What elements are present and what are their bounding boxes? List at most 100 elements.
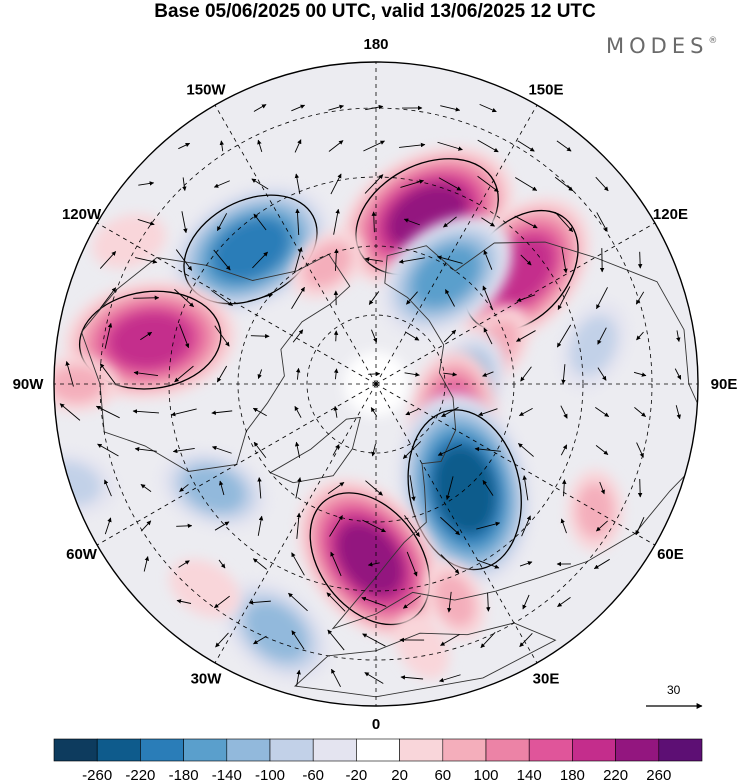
wind-arrow xyxy=(296,669,301,686)
wind-arrow xyxy=(182,177,187,192)
colorbar-swatch xyxy=(183,738,228,762)
wind-arrow xyxy=(406,551,418,577)
wind-arrow xyxy=(633,371,647,377)
wind-arrow xyxy=(104,479,112,497)
wind-arrow xyxy=(676,330,681,343)
wind-arrow xyxy=(556,140,572,152)
wind-arrow xyxy=(675,405,681,420)
colorbar-tick-label: 220 xyxy=(603,767,628,783)
colorbar-swatch xyxy=(269,738,314,762)
wind-reference-vector: 30 xyxy=(646,683,703,709)
longitude-label: 60W xyxy=(66,546,98,563)
wind-arrow xyxy=(595,176,609,192)
wind-arrow xyxy=(172,448,195,454)
wind-arrow xyxy=(439,674,461,683)
wind-arrow xyxy=(252,251,268,269)
wind-arrow xyxy=(443,372,458,377)
wind-arrow xyxy=(437,141,463,151)
brand-text: MODES xyxy=(606,34,709,58)
wind-arrow xyxy=(334,248,339,271)
wind-arrow xyxy=(404,515,420,537)
wind-arrow xyxy=(635,291,645,305)
wind-arrow xyxy=(257,515,264,536)
wind-arrow xyxy=(137,219,155,226)
wind-arrow xyxy=(593,558,610,570)
colorbar-tick-label: -60 xyxy=(302,767,324,783)
wind-arrow xyxy=(440,105,461,112)
wind-arrow xyxy=(140,484,152,492)
colorbar: -260 -220 -180 -140 -100 -60 -20 20 60 100 140 180 2… xyxy=(53,738,703,783)
wind-arrow xyxy=(596,287,608,310)
wind-arrow xyxy=(363,140,385,152)
wind-arrow xyxy=(295,477,302,499)
wind-arrow xyxy=(294,139,302,153)
wind-arrow xyxy=(476,559,500,569)
wind-arrow xyxy=(476,521,501,530)
colorbar-tick-label: -20 xyxy=(346,767,368,783)
wind-arrow xyxy=(133,370,159,377)
wind-arrow xyxy=(519,561,533,567)
wind-arrow xyxy=(370,407,378,417)
wind-arrow xyxy=(404,331,420,341)
wind-arrow xyxy=(178,142,191,150)
wind-arrow xyxy=(400,179,424,188)
wind-arrow xyxy=(597,367,607,381)
wind-arrow xyxy=(398,257,425,264)
colorbar-tick-label: 60 xyxy=(434,767,451,783)
colorbar-tick-label: -100 xyxy=(255,767,285,783)
coastline xyxy=(331,241,698,630)
wind-arrow xyxy=(479,103,497,113)
wind-arrow xyxy=(104,322,113,349)
wind-arrow xyxy=(636,331,644,341)
longitude-label: 120E xyxy=(653,206,688,223)
wind-arrow xyxy=(521,515,531,537)
wind-arrow xyxy=(522,475,529,501)
wind-arrow xyxy=(445,289,455,307)
wind-arrow xyxy=(447,591,452,613)
wind-arrow xyxy=(516,294,536,302)
wind-arrow xyxy=(402,595,421,609)
contour-line xyxy=(407,409,522,571)
wind-arrow xyxy=(404,372,420,377)
wind-arrow xyxy=(333,368,339,380)
wind-arrow xyxy=(599,481,605,495)
anomaly-center xyxy=(92,214,166,269)
wind-arrow xyxy=(560,518,567,534)
wind-arrow xyxy=(520,254,532,266)
wind-arrow xyxy=(176,523,193,529)
wind-arrow xyxy=(329,515,343,537)
wind-arrow xyxy=(59,403,81,421)
wind-arrow xyxy=(140,520,152,532)
wind-arrow xyxy=(296,512,302,539)
wind-arrow xyxy=(99,363,117,385)
meridian-line xyxy=(375,104,538,385)
anomaly-center xyxy=(291,230,364,299)
contour-line xyxy=(183,194,318,305)
wind-arrow xyxy=(257,477,262,499)
wind-arrow xyxy=(291,552,305,576)
wind-arrow xyxy=(674,368,682,380)
wind-arrow xyxy=(443,216,457,228)
wind-arrow xyxy=(399,142,426,148)
wind-arrow xyxy=(403,218,420,226)
wind-arrow xyxy=(560,405,568,419)
wind-arrow xyxy=(331,668,341,688)
colorbar-tick-label: 260 xyxy=(646,767,671,783)
colorbar-swatch xyxy=(53,738,98,762)
wind-arrow xyxy=(519,632,533,648)
meridian-line xyxy=(96,222,377,385)
colorbar-swatch xyxy=(572,738,616,762)
meridian-line xyxy=(375,383,656,546)
wind-arrow xyxy=(371,211,377,233)
wind-arrow xyxy=(213,249,231,271)
wind-arrow xyxy=(362,633,386,647)
wind-arrow xyxy=(257,369,263,379)
wind-arrow xyxy=(483,249,493,270)
wind-arrow xyxy=(215,632,229,648)
wind-arrow xyxy=(516,330,536,342)
wind-arrow xyxy=(368,291,380,305)
wind-arrow xyxy=(478,408,498,417)
wind-arrow xyxy=(485,592,491,612)
longitude-label: 90W xyxy=(13,376,45,393)
wind-arrow xyxy=(251,178,269,190)
